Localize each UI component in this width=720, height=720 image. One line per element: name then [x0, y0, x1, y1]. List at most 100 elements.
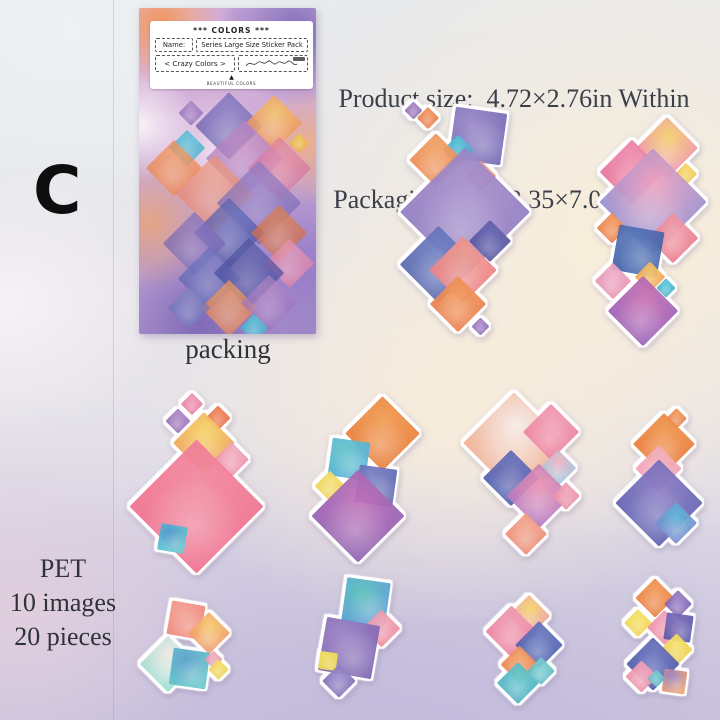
label-footer-text: BEAUTIFUL COLORS — [206, 80, 257, 86]
package-label: *** COLORS *** Name: Series Large Size S… — [150, 21, 313, 89]
sticker-square — [317, 650, 339, 672]
sticker-square — [632, 412, 696, 476]
sticker-square — [623, 608, 653, 638]
sticker-square — [594, 262, 632, 300]
sticker-square — [429, 275, 487, 333]
variant-letter: C — [33, 152, 82, 229]
sticker-square — [128, 438, 264, 574]
triangle-icon: ▲ — [229, 74, 234, 81]
sticker-square — [526, 656, 556, 686]
sticker-square — [139, 635, 197, 693]
sticker-square — [399, 225, 477, 303]
sticker-square — [659, 632, 693, 666]
sticker-square — [626, 637, 680, 691]
label-header: *** COLORS *** — [193, 26, 270, 35]
sticker-square — [165, 408, 191, 434]
sticker-square — [205, 405, 231, 431]
sticker-square — [514, 620, 564, 670]
sticker-square — [504, 512, 548, 556]
sticker-square — [442, 134, 474, 166]
sticker-square — [354, 464, 398, 508]
sticker-square — [172, 411, 236, 475]
sticker-square — [634, 261, 666, 293]
sticker-square — [409, 133, 463, 187]
sticker-square — [661, 668, 687, 694]
material-line: 20 pieces — [14, 621, 112, 651]
label-signature-cell — [238, 55, 308, 72]
sticker-square — [506, 463, 572, 529]
sticker-square — [448, 106, 508, 166]
sticker-square — [656, 278, 676, 298]
sticker-square — [470, 316, 490, 336]
sticker-square — [166, 600, 206, 640]
sticker-square — [465, 160, 497, 192]
sticker-square — [207, 658, 229, 680]
sticker-square — [399, 146, 531, 278]
sticker-square — [180, 392, 204, 416]
sticker-square — [416, 106, 440, 130]
sticker-square — [599, 139, 665, 205]
sticker-square — [599, 148, 707, 256]
sticker-square — [327, 437, 371, 481]
sticker-square — [635, 578, 675, 618]
sticker-square — [665, 407, 687, 429]
sticker-square — [611, 224, 665, 278]
sticker-square — [463, 392, 565, 494]
sticker-square — [615, 459, 703, 547]
label-footer: ▲ BEAUTIFUL COLORS — [154, 74, 309, 86]
sticker-square — [429, 236, 497, 304]
left-divider-line — [113, 0, 114, 720]
sticker-square — [634, 444, 682, 492]
sticker-square — [646, 609, 682, 645]
sticker-square — [496, 661, 540, 705]
sticker-square — [647, 212, 699, 264]
sticker-square — [341, 577, 391, 627]
sticker-square — [156, 522, 188, 554]
material-info: PET 10 images 20 pieces — [0, 552, 126, 653]
label-name-value: Series Large Size Sticker Pack — [196, 38, 308, 52]
label-name-key: Name: — [155, 38, 193, 52]
packaging-photo: *** COLORS *** Name: Series Large Size S… — [139, 8, 316, 334]
sticker-square — [596, 212, 628, 244]
sticker-square — [646, 668, 666, 688]
sticker-square — [522, 403, 580, 461]
sticker-square — [314, 470, 346, 502]
signature-scribble — [245, 60, 298, 67]
sticker-square — [654, 501, 698, 545]
sticker-square — [662, 611, 694, 643]
sticker-square — [507, 594, 551, 638]
sticker-square — [403, 100, 423, 120]
product-size-text: Product size: 4.72×2.76in Within — [338, 83, 690, 113]
sticker-square — [187, 611, 231, 655]
sticker-square — [499, 644, 539, 684]
label-name-row: Name: Series Large Size Sticker Pack — [155, 38, 308, 52]
stamp-mark — [293, 57, 305, 61]
sticker-square — [213, 441, 249, 477]
sticker-square — [344, 395, 420, 471]
sticker-square — [322, 664, 356, 698]
sticker-square — [607, 275, 679, 347]
packing-caption: packing — [185, 334, 271, 364]
sticker-square — [539, 449, 577, 487]
sticker-square — [551, 481, 581, 511]
sticker-square — [317, 616, 381, 680]
sticker-square — [168, 647, 210, 689]
sticker-square — [624, 659, 658, 693]
material-line: PET — [39, 554, 87, 583]
sticker-square — [674, 162, 698, 186]
sticker-square — [361, 608, 401, 648]
sticker-square — [311, 469, 405, 563]
sticker-square — [484, 604, 538, 658]
material-line: 10 images — [9, 587, 117, 617]
sticker-square — [663, 589, 693, 619]
